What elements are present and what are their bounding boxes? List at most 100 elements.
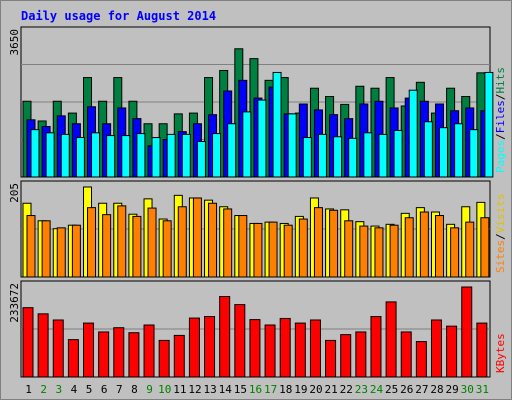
x-tick-day-10: 10 [158, 383, 171, 396]
bar-kbytes-day-12 [188, 317, 200, 378]
legend-kbytes: KBytes [494, 333, 507, 373]
x-tick-day-21: 21 [325, 383, 338, 396]
x-tick-day-13: 13 [203, 383, 216, 396]
bar-kbytes-day-26 [400, 331, 412, 378]
bar-sites-day-17 [268, 221, 278, 278]
bar-pages-day-21 [333, 136, 343, 178]
bar-sites-day-14 [223, 208, 233, 278]
bar-sites-day-15 [238, 215, 248, 278]
x-tick-day-18: 18 [279, 383, 292, 396]
bar-pages-day-29 [454, 123, 464, 178]
bar-sites-day-24 [374, 227, 384, 278]
bar-pages-day-23 [363, 132, 373, 178]
bar-sites-day-5 [87, 207, 97, 278]
legend-sites: Sites [494, 240, 507, 273]
bar-kbytes-day-19 [294, 322, 306, 378]
bar-pages-day-22 [348, 137, 358, 178]
bar-kbytes-day-27 [415, 341, 427, 378]
bar-pages-day-2 [45, 132, 55, 178]
bar-sites-day-4 [71, 224, 81, 278]
bar-sites-day-26 [404, 217, 414, 278]
bar-kbytes-day-17 [264, 324, 276, 378]
bar-sites-day-3 [56, 227, 66, 278]
bar-pages-day-11 [181, 133, 191, 178]
bar-sites-day-6 [102, 214, 112, 278]
bar-kbytes-day-10 [158, 339, 170, 378]
x-tick-day-4: 4 [71, 383, 78, 396]
x-tick-day-19: 19 [294, 383, 307, 396]
legend-hits: Hits [494, 67, 507, 94]
bar-kbytes-day-8 [128, 332, 140, 378]
bar-sites-day-1 [26, 215, 36, 278]
bar-sites-day-7 [117, 205, 127, 278]
bar-pages-day-15 [242, 111, 252, 178]
x-tick-day-24: 24 [370, 383, 384, 396]
bar-pages-day-16 [257, 99, 267, 178]
panel-kbytes-ymax-label: 233672 [8, 283, 21, 323]
chart-title: Daily usage for August 2014 [21, 9, 216, 23]
bar-pages-day-31 [484, 71, 494, 178]
bar-kbytes-day-25 [385, 301, 397, 378]
bar-kbytes-day-24 [370, 316, 382, 378]
bar-kbytes-day-22 [340, 334, 352, 378]
legend-pages: Pages [494, 140, 507, 173]
bar-kbytes-day-20 [309, 319, 321, 378]
bar-kbytes-day-11 [173, 334, 185, 378]
legend-separator: / [494, 233, 507, 240]
bar-sites-day-29 [450, 227, 460, 278]
x-tick-day-20: 20 [309, 383, 322, 396]
panel-visits-ymax-label: 205 [8, 183, 21, 203]
bar-sites-day-18 [283, 224, 293, 278]
bar-pages-day-8 [136, 133, 146, 178]
bar-sites-day-19 [298, 218, 308, 278]
bar-pages-day-1 [30, 129, 40, 178]
bar-sites-day-21 [329, 209, 339, 278]
panel-hits-legend: Pages/Files/Hits [494, 67, 507, 173]
x-tick-day-3: 3 [56, 383, 63, 396]
bar-sites-day-11 [177, 206, 187, 278]
bar-kbytes-day-7 [113, 327, 125, 378]
x-tick-day-23: 23 [355, 383, 368, 396]
x-tick-day-1: 1 [25, 383, 32, 396]
bar-kbytes-day-6 [98, 331, 110, 378]
bar-kbytes-day-28 [430, 319, 442, 378]
bar-kbytes-day-3 [52, 319, 64, 378]
bar-pages-day-9 [151, 137, 161, 178]
bar-kbytes-day-2 [37, 313, 49, 378]
bar-pages-day-4 [75, 137, 85, 178]
bar-sites-day-16 [253, 222, 263, 278]
bar-sites-day-23 [359, 225, 369, 278]
x-tick-day-27: 27 [415, 383, 428, 396]
bar-kbytes-day-1 [22, 307, 34, 378]
bar-sites-day-12 [192, 197, 202, 278]
bar-kbytes-day-13 [204, 316, 216, 378]
bar-pages-day-28 [438, 127, 448, 178]
bar-sites-day-25 [389, 224, 399, 278]
x-tick-day-9: 9 [146, 383, 153, 396]
bar-pages-day-26 [408, 89, 418, 178]
panel-visits: 205 Sites/Visits [8, 180, 507, 278]
bar-sites-day-20 [313, 207, 323, 278]
x-tick-day-11: 11 [173, 383, 186, 396]
bar-pages-day-20 [317, 133, 327, 178]
bar-pages-day-18 [287, 113, 297, 178]
panel-kbytes-legend: KBytes [494, 333, 507, 373]
bar-kbytes-day-30 [461, 286, 473, 378]
bar-sites-day-31 [480, 217, 490, 278]
bar-pages-day-13 [212, 133, 222, 178]
x-tick-day-28: 28 [430, 383, 443, 396]
bar-pages-day-19 [302, 137, 312, 178]
legend-visits: Visits [494, 194, 507, 234]
bar-kbytes-day-23 [355, 331, 367, 378]
x-tick-day-6: 6 [101, 383, 108, 396]
bar-sites-day-27 [419, 211, 429, 278]
bar-pages-day-5 [91, 132, 101, 178]
bar-kbytes-day-15 [234, 304, 246, 378]
x-tick-day-2: 2 [40, 383, 47, 396]
bar-sites-day-28 [434, 215, 444, 278]
bar-kbytes-day-29 [446, 325, 458, 378]
bar-kbytes-day-31 [476, 322, 488, 378]
bar-kbytes-day-21 [325, 339, 337, 378]
bar-pages-day-6 [106, 135, 116, 178]
bar-kbytes-day-5 [83, 322, 95, 378]
